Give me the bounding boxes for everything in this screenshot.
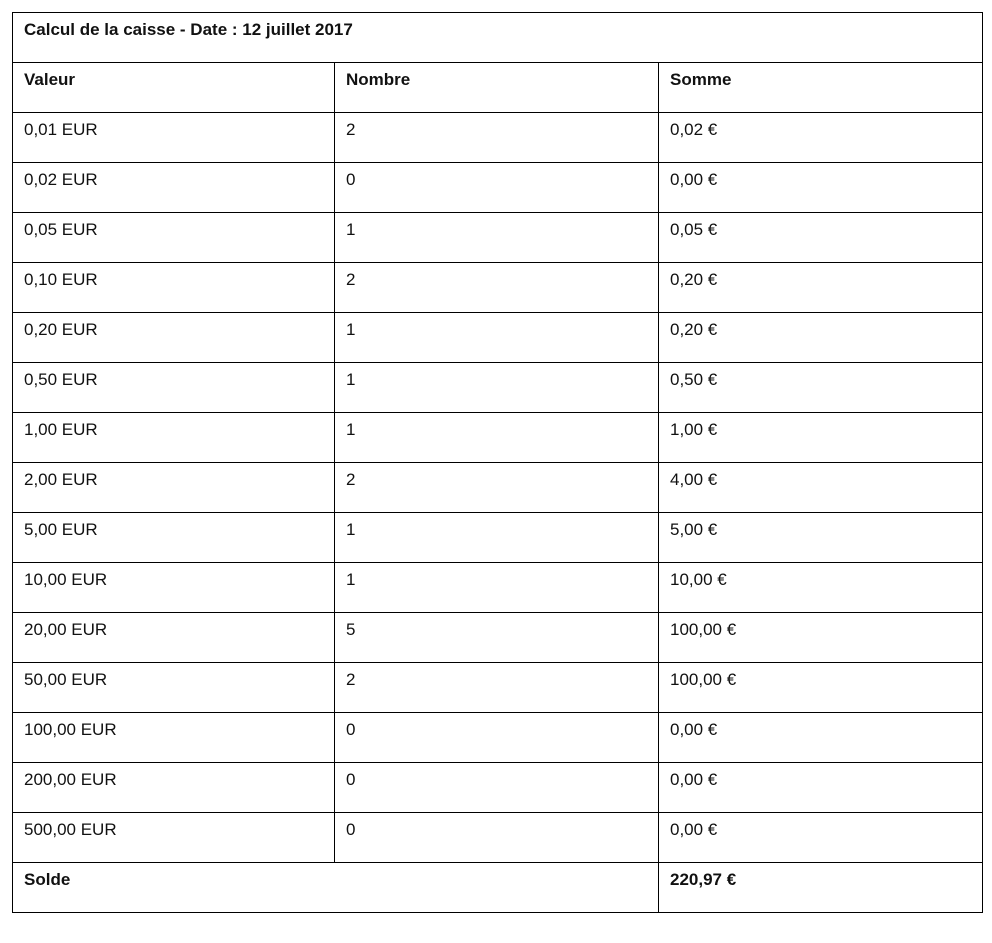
table-row: 2,00 EUR 2 4,00 € bbox=[12, 462, 984, 513]
cell-nombre: 1 bbox=[334, 412, 659, 463]
table-row: 10,00 EUR 1 10,00 € bbox=[12, 562, 984, 613]
cell-valeur: 100,00 EUR bbox=[12, 712, 335, 763]
table-row: 0,01 EUR 2 0,02 € bbox=[12, 112, 984, 163]
cell-somme: 0,02 € bbox=[657, 112, 984, 163]
table-row: 5,00 EUR 1 5,00 € bbox=[12, 512, 984, 563]
cell-valeur: 0,50 EUR bbox=[12, 362, 335, 413]
cell-nombre: 2 bbox=[334, 462, 659, 513]
cell-somme: 100,00 € bbox=[657, 612, 984, 663]
cell-somme: 0,00 € bbox=[657, 762, 984, 813]
table-row: 0,10 EUR 2 0,20 € bbox=[12, 262, 984, 313]
cell-nombre: 1 bbox=[334, 212, 659, 263]
cell-nombre: 1 bbox=[334, 362, 659, 413]
cell-somme: 0,50 € bbox=[657, 362, 984, 413]
cell-somme: 10,00 € bbox=[657, 562, 984, 613]
cell-somme: 4,00 € bbox=[657, 462, 984, 513]
cell-valeur: 0,10 EUR bbox=[12, 262, 335, 313]
cash-count-table: Calcul de la caisse - Date : 12 juillet … bbox=[11, 12, 984, 913]
cell-valeur: 0,05 EUR bbox=[12, 212, 335, 263]
total-row: Solde 220,97 € bbox=[12, 862, 984, 913]
table-row: 0,50 EUR 1 0,50 € bbox=[12, 362, 984, 413]
cell-nombre: 0 bbox=[334, 712, 659, 763]
cell-valeur: 0,01 EUR bbox=[12, 112, 335, 163]
cell-nombre: 1 bbox=[334, 312, 659, 363]
table-row: 100,00 EUR 0 0,00 € bbox=[12, 712, 984, 763]
table-row: 0,20 EUR 1 0,20 € bbox=[12, 312, 984, 363]
cell-valeur: 2,00 EUR bbox=[12, 462, 335, 513]
cell-nombre: 5 bbox=[334, 612, 659, 663]
cell-somme: 5,00 € bbox=[657, 512, 984, 563]
solde-total: 220,97 € bbox=[657, 862, 984, 913]
table-row: 50,00 EUR 2 100,00 € bbox=[12, 662, 984, 713]
cell-somme: 0,20 € bbox=[657, 262, 984, 313]
header-row: Valeur Nombre Somme bbox=[12, 62, 984, 113]
cell-nombre: 1 bbox=[334, 562, 659, 613]
table-row: 20,00 EUR 5 100,00 € bbox=[12, 612, 984, 663]
cell-valeur: 1,00 EUR bbox=[12, 412, 335, 463]
cell-somme: 0,00 € bbox=[657, 812, 984, 863]
table-row: 0,02 EUR 0 0,00 € bbox=[12, 162, 984, 213]
cell-somme: 0,00 € bbox=[657, 162, 984, 213]
cell-valeur: 10,00 EUR bbox=[12, 562, 335, 613]
solde-label: Solde bbox=[12, 862, 659, 913]
cell-somme: 100,00 € bbox=[657, 662, 984, 713]
table-row: 200,00 EUR 0 0,00 € bbox=[12, 762, 984, 813]
cell-somme: 0,05 € bbox=[657, 212, 984, 263]
cell-somme: 1,00 € bbox=[657, 412, 984, 463]
header-somme: Somme bbox=[657, 62, 984, 113]
table-row: 1,00 EUR 1 1,00 € bbox=[12, 412, 984, 463]
cell-nombre: 0 bbox=[334, 762, 659, 813]
header-valeur: Valeur bbox=[12, 62, 335, 113]
cell-nombre: 2 bbox=[334, 112, 659, 163]
title-row: Calcul de la caisse - Date : 12 juillet … bbox=[11, 12, 984, 63]
cell-nombre: 2 bbox=[334, 262, 659, 313]
cell-valeur: 0,20 EUR bbox=[12, 312, 335, 363]
table-row: 500,00 EUR 0 0,00 € bbox=[12, 812, 984, 863]
cell-valeur: 0,02 EUR bbox=[12, 162, 335, 213]
cell-valeur: 500,00 EUR bbox=[12, 812, 335, 863]
table-title: Calcul de la caisse - Date : 12 juillet … bbox=[11, 12, 984, 63]
cell-nombre: 1 bbox=[334, 512, 659, 563]
header-nombre: Nombre bbox=[334, 62, 659, 113]
cell-valeur: 20,00 EUR bbox=[12, 612, 335, 663]
table-row: 0,05 EUR 1 0,05 € bbox=[12, 212, 984, 263]
cell-nombre: 0 bbox=[334, 162, 659, 213]
cell-somme: 0,20 € bbox=[657, 312, 984, 363]
cell-valeur: 5,00 EUR bbox=[12, 512, 335, 563]
cell-valeur: 200,00 EUR bbox=[12, 762, 335, 813]
cell-nombre: 2 bbox=[334, 662, 659, 713]
cell-valeur: 50,00 EUR bbox=[12, 662, 335, 713]
cell-nombre: 0 bbox=[334, 812, 659, 863]
cell-somme: 0,00 € bbox=[657, 712, 984, 763]
